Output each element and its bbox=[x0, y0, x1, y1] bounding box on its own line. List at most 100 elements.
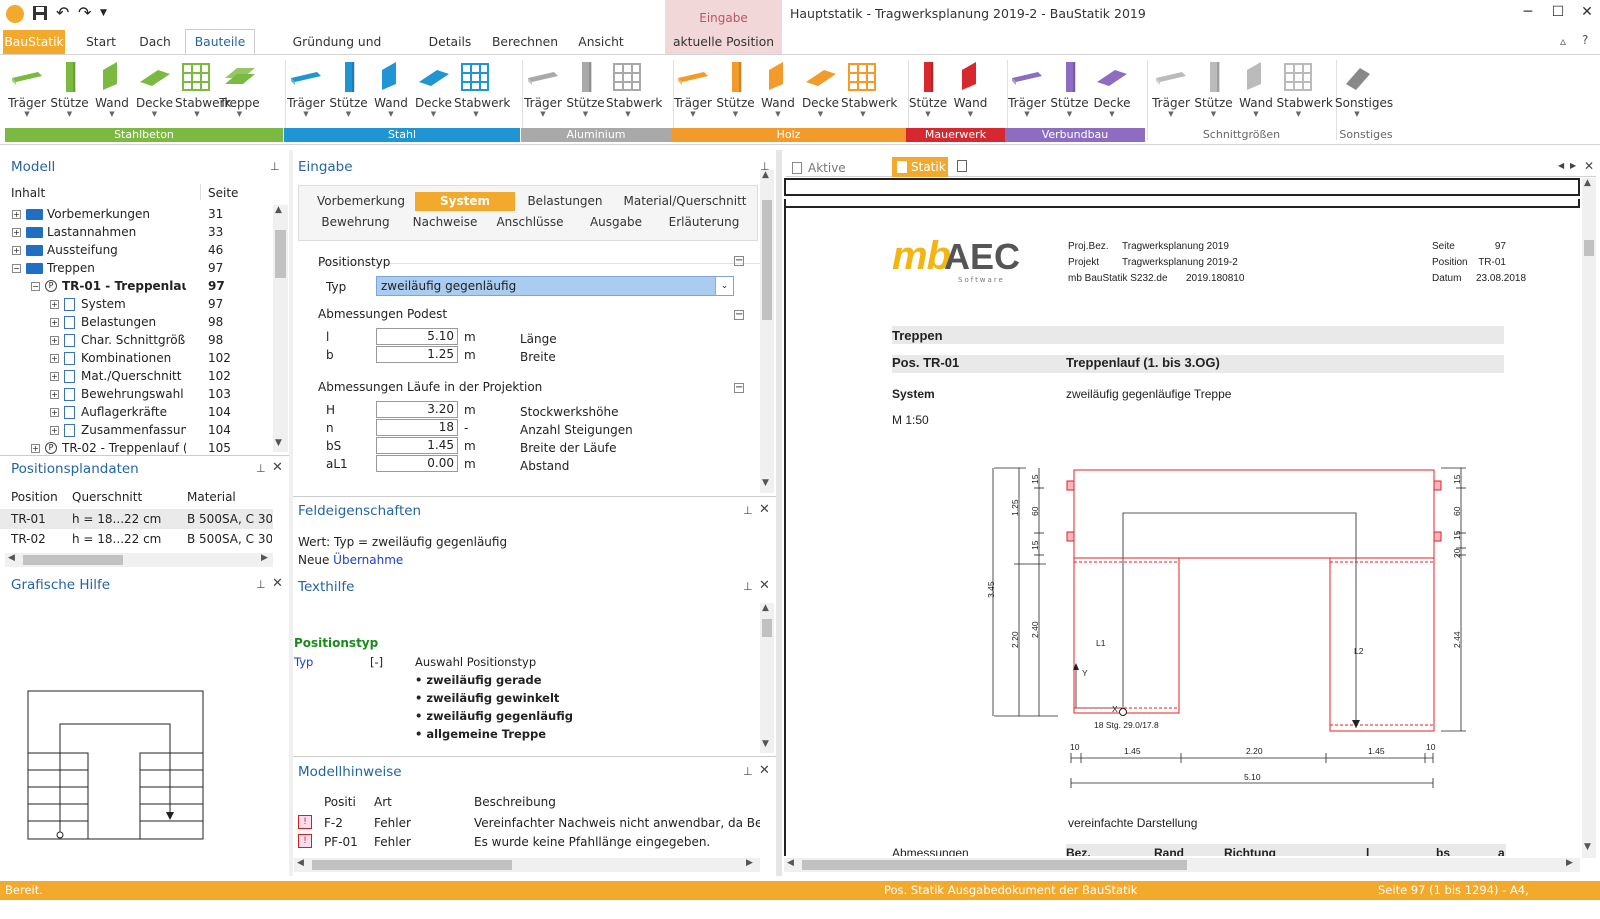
ribbon-button-decke[interactable]: Decke ▼ bbox=[799, 60, 843, 122]
input-länge[interactable]: 5.10 bbox=[376, 328, 458, 345]
ribbon-button-stabwerk[interactable]: Stabwerk ▼ bbox=[454, 60, 510, 122]
ribbon-button-treppe[interactable]: Treppe ▼ bbox=[218, 60, 262, 122]
scroll-down-icon[interactable]: ▼ bbox=[762, 478, 769, 488]
ribbon-button-trger[interactable]: Träger ▼ bbox=[671, 60, 715, 122]
expander-icon[interactable]: + bbox=[50, 372, 59, 381]
ribbon-button-trger[interactable]: Träger ▼ bbox=[5, 60, 49, 122]
scroll-thumb[interactable] bbox=[275, 230, 286, 278]
expander-icon[interactable]: + bbox=[12, 246, 21, 255]
scroll-up-icon[interactable]: ▲ bbox=[275, 205, 282, 215]
tab-baustatik[interactable]: BauStatik bbox=[3, 30, 65, 54]
scroll-down-icon[interactable]: ▼ bbox=[1584, 842, 1591, 852]
ribbon-button-sttze[interactable]: Stütze ▼ bbox=[714, 60, 758, 122]
ribbon-button-stabwerk[interactable]: Stabwerk ▼ bbox=[175, 60, 231, 122]
collapse-icon[interactable]: − bbox=[734, 382, 744, 393]
ribbon-button-wand[interactable]: Wand ▼ bbox=[1234, 60, 1278, 122]
pin-icon[interactable]: ⊥ bbox=[743, 765, 753, 778]
scroll-thumb[interactable] bbox=[762, 619, 772, 637]
tab-ausgabe[interactable]: Ausgabe bbox=[589, 215, 643, 229]
expander-icon[interactable]: − bbox=[12, 264, 21, 273]
scroll-up-icon[interactable]: ▲ bbox=[762, 170, 769, 180]
ribbon-button-trger[interactable]: Träger ▼ bbox=[1005, 60, 1049, 122]
close-icon[interactable]: ✕ bbox=[272, 576, 283, 591]
ribbon-button-sttze[interactable]: Stütze ▼ bbox=[906, 60, 950, 122]
tab-erlaeuterung[interactable]: Erläuterung bbox=[668, 215, 740, 229]
close-icon[interactable]: ✕ bbox=[759, 763, 770, 778]
save-icon[interactable] bbox=[32, 5, 50, 23]
splitter-left[interactable] bbox=[289, 150, 293, 876]
table-row[interactable]: TR-02 h = 18...22 cm B 500SA, C 30/37 bbox=[0, 529, 273, 549]
modell-scrollbar[interactable]: ▲ ▼ bbox=[273, 205, 288, 452]
ribbon-button-sttze[interactable]: Stütze ▼ bbox=[1192, 60, 1236, 122]
ribbon-button-stabwerk[interactable]: Stabwerk ▼ bbox=[1277, 60, 1333, 122]
tree-item[interactable]: + Belastungen 98 bbox=[0, 313, 272, 331]
tab-scroll-left-icon[interactable]: ◀ bbox=[1558, 161, 1565, 170]
pin-icon[interactable]: ⊥ bbox=[270, 160, 280, 173]
ribbon-button-sttze[interactable]: Stütze ▼ bbox=[327, 60, 371, 122]
quick-access-dropdown-icon[interactable]: ▼ bbox=[100, 8, 107, 18]
ribbon-collapse-icon[interactable]: ▵ bbox=[1560, 34, 1567, 48]
minimize-button[interactable]: ─ bbox=[1523, 4, 1533, 20]
ribbon-button-wand[interactable]: Wand ▼ bbox=[90, 60, 134, 122]
chevron-down-icon[interactable]: ⌄ bbox=[715, 277, 733, 295]
scroll-up-icon[interactable]: ▲ bbox=[762, 603, 769, 613]
tab-vorbemerkung[interactable]: Vorbemerkung bbox=[317, 194, 405, 208]
pin-icon[interactable]: ⊥ bbox=[760, 160, 770, 173]
expander-icon[interactable]: + bbox=[50, 354, 59, 363]
tree-item[interactable]: + Char. Schnittgrößen 98 bbox=[0, 331, 272, 349]
tree-position-item[interactable]: −P TR-01 - Treppenlauf ... 97 bbox=[0, 277, 272, 295]
scroll-thumb[interactable] bbox=[1584, 240, 1594, 256]
scroll-left-icon[interactable]: ◀ bbox=[8, 553, 15, 563]
tab-belastungen[interactable]: Belastungen bbox=[527, 194, 603, 208]
ribbon-button-stabwerk[interactable]: Stabwerk ▼ bbox=[606, 60, 662, 122]
tab-aktuelle-position[interactable]: aktuelle Position bbox=[665, 30, 782, 54]
tab-dach[interactable]: Dach bbox=[139, 35, 171, 49]
expander-icon[interactable]: + bbox=[50, 336, 59, 345]
tab-nachweise[interactable]: Nachweise bbox=[412, 215, 478, 229]
tab-ansicht[interactable]: Ansicht bbox=[578, 35, 624, 49]
scroll-thumb[interactable] bbox=[802, 860, 1187, 870]
expander-icon[interactable]: + bbox=[50, 318, 59, 327]
scroll-down-icon[interactable]: ▼ bbox=[762, 739, 769, 749]
ribbon-button-decke[interactable]: Decke ▼ bbox=[133, 60, 177, 122]
texthilfe-scrollbar[interactable]: ▲ ▼ bbox=[760, 603, 774, 753]
tab-system[interactable]: System bbox=[415, 192, 515, 211]
input-anzahlsteigungen[interactable]: 18 bbox=[376, 419, 458, 436]
expander-icon[interactable]: + bbox=[50, 300, 59, 309]
ribbon-button-sttze[interactable]: Stütze ▼ bbox=[48, 60, 92, 122]
tree-position-item[interactable]: + P TR-02 - Treppenlauf (E 105 bbox=[0, 439, 272, 455]
redo-icon[interactable]: ↷ bbox=[78, 3, 92, 22]
close-window-button[interactable]: ✕ bbox=[1581, 4, 1593, 20]
ribbon-button-sttze[interactable]: Stütze ▼ bbox=[1048, 60, 1092, 122]
ribbon-button-trger[interactable]: Träger ▼ bbox=[284, 60, 328, 122]
close-icon[interactable]: ✕ bbox=[272, 460, 283, 475]
input-abstand[interactable]: 0.00 bbox=[376, 455, 458, 472]
expander-icon[interactable]: + bbox=[12, 210, 21, 219]
tab-berechnen[interactable]: Berechnen bbox=[491, 35, 559, 49]
scroll-down-icon[interactable]: ▼ bbox=[275, 438, 282, 448]
tree-item[interactable]: + Auflagerkräfte 104 bbox=[0, 403, 272, 421]
table-row[interactable]: TR-01 h = 18...22 cm B 500SA, C 30/37 bbox=[0, 509, 273, 529]
scroll-left-icon[interactable]: ◀ bbox=[787, 858, 794, 868]
tab-statik[interactable]: Statik bbox=[892, 157, 948, 177]
splitter-right[interactable] bbox=[776, 150, 782, 876]
pin-icon[interactable]: ⊥ bbox=[743, 504, 753, 517]
input-stockwerkshöhe[interactable]: 3.20 bbox=[376, 401, 458, 418]
ribbon-button-wand[interactable]: Wand ▼ bbox=[369, 60, 413, 122]
pin-icon[interactable]: ⊥ bbox=[743, 580, 753, 593]
ribbon-button-trger[interactable]: Träger ▼ bbox=[521, 60, 565, 122]
ribbon-button-decke[interactable]: Decke ▼ bbox=[1090, 60, 1134, 122]
doc-hscrollbar[interactable]: ◀ ▶ bbox=[784, 858, 1580, 872]
tree-item[interactable]: + Vorbemerkungen 31 bbox=[0, 205, 272, 223]
expander-icon[interactable]: + bbox=[12, 228, 21, 237]
tab-material-querschnitt[interactable]: Material/Querschnitt bbox=[623, 194, 747, 208]
tree-item[interactable]: + Kombinationen 102 bbox=[0, 349, 272, 367]
ribbon-button-sttze[interactable]: Stütze ▼ bbox=[564, 60, 608, 122]
ribbon-button-decke[interactable]: Decke ▼ bbox=[412, 60, 456, 122]
expander-icon[interactable]: + bbox=[50, 408, 59, 417]
ribbon-button-wand[interactable]: Wand ▼ bbox=[949, 60, 993, 122]
typ-select[interactable]: zweiläufig gegenläufig ⌄ bbox=[376, 276, 734, 296]
input-breite[interactable]: 1.25 bbox=[376, 346, 458, 363]
scroll-thumb[interactable] bbox=[762, 200, 772, 320]
ribbon-button-sonstiges[interactable]: Sonstiges ▼ bbox=[1335, 60, 1393, 122]
